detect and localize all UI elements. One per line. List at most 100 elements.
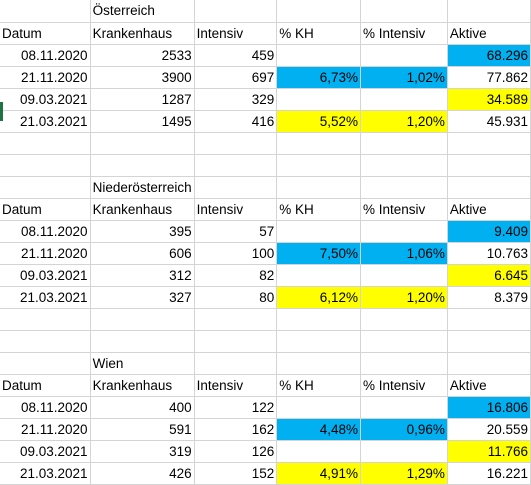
pct-hospital-cell[interactable] xyxy=(276,396,361,419)
cell[interactable] xyxy=(447,330,531,353)
pct-icu-cell[interactable]: 1,29% xyxy=(360,462,448,485)
active-cell[interactable]: 9.409 xyxy=(447,220,531,243)
cell[interactable] xyxy=(360,330,448,353)
icu-cell[interactable]: 57 xyxy=(194,220,278,243)
icu-cell[interactable]: 82 xyxy=(194,264,278,287)
icu-cell[interactable]: 329 xyxy=(194,88,278,111)
date-cell[interactable]: 21.03.2021 xyxy=(0,110,91,133)
pct-icu-cell[interactable]: 1,02% xyxy=(360,66,448,89)
icu-cell[interactable]: 100 xyxy=(194,242,278,265)
pct-icu-cell[interactable]: 1,20% xyxy=(360,110,448,133)
active-cell[interactable]: 11.766 xyxy=(447,440,531,463)
header-cell[interactable]: Aktive xyxy=(447,22,531,45)
date-cell[interactable]: 09.03.2021 xyxy=(0,440,91,463)
active-cell[interactable]: 16.221 xyxy=(447,462,531,485)
active-cell[interactable]: 20.559 xyxy=(447,418,531,441)
icu-cell[interactable]: 80 xyxy=(194,286,278,309)
header-cell[interactable]: % Intensiv xyxy=(360,374,448,397)
cell[interactable] xyxy=(276,330,361,353)
cell[interactable] xyxy=(0,154,91,177)
date-cell[interactable]: 21.11.2020 xyxy=(0,242,91,265)
pct-hospital-cell[interactable] xyxy=(276,44,361,67)
active-cell[interactable]: 6.645 xyxy=(447,264,531,287)
cell[interactable] xyxy=(276,308,361,331)
cell[interactable] xyxy=(276,0,361,23)
header-cell[interactable]: Intensiv xyxy=(194,374,278,397)
active-cell[interactable]: 8.379 xyxy=(447,286,531,309)
cell[interactable] xyxy=(194,352,278,375)
hospital-cell[interactable]: 400 xyxy=(90,396,195,419)
cell[interactable] xyxy=(360,176,448,199)
section-title[interactable]: Österreich xyxy=(90,0,195,23)
cell[interactable] xyxy=(194,0,278,23)
pct-hospital-cell[interactable]: 4,48% xyxy=(276,418,361,441)
cell[interactable] xyxy=(90,308,195,331)
pct-hospital-cell[interactable]: 6,73% xyxy=(276,66,361,89)
icu-cell[interactable]: 697 xyxy=(194,66,278,89)
hospital-cell[interactable]: 1287 xyxy=(90,88,195,111)
header-cell[interactable]: Aktive xyxy=(447,198,531,221)
pct-hospital-cell[interactable] xyxy=(276,88,361,111)
hospital-cell[interactable]: 3900 xyxy=(90,66,195,89)
hospital-cell[interactable]: 606 xyxy=(90,242,195,265)
hospital-cell[interactable]: 395 xyxy=(90,220,195,243)
date-cell[interactable]: 09.03.2021 xyxy=(0,88,91,111)
icu-cell[interactable]: 152 xyxy=(194,462,278,485)
header-cell[interactable]: % KH xyxy=(276,198,361,221)
pct-icu-cell[interactable] xyxy=(360,220,448,243)
hospital-cell[interactable]: 312 xyxy=(90,264,195,287)
cell[interactable] xyxy=(360,132,448,155)
cell[interactable] xyxy=(360,308,448,331)
cell[interactable] xyxy=(360,352,448,375)
cell[interactable] xyxy=(194,176,278,199)
header-cell[interactable]: Intensiv xyxy=(194,22,278,45)
cell[interactable] xyxy=(0,0,91,23)
cell[interactable] xyxy=(194,154,278,177)
section-title[interactable]: Wien xyxy=(90,352,195,375)
icu-cell[interactable]: 416 xyxy=(194,110,278,133)
header-cell[interactable]: Aktive xyxy=(447,374,531,397)
active-cell[interactable]: 77.862 xyxy=(447,66,531,89)
header-cell[interactable]: Krankenhaus xyxy=(90,374,195,397)
header-cell[interactable]: Krankenhaus xyxy=(90,198,195,221)
pct-hospital-cell[interactable] xyxy=(276,264,361,287)
date-cell[interactable]: 09.03.2021 xyxy=(0,264,91,287)
pct-icu-cell[interactable] xyxy=(360,88,448,111)
pct-hospital-cell[interactable] xyxy=(276,440,361,463)
cell[interactable] xyxy=(360,0,448,23)
cell[interactable] xyxy=(90,154,195,177)
pct-hospital-cell[interactable]: 7,50% xyxy=(276,242,361,265)
hospital-cell[interactable]: 327 xyxy=(90,286,195,309)
hospital-cell[interactable]: 1495 xyxy=(90,110,195,133)
pct-icu-cell[interactable]: 0,96% xyxy=(360,418,448,441)
cell[interactable] xyxy=(276,132,361,155)
cell[interactable] xyxy=(0,330,91,353)
cell[interactable] xyxy=(90,132,195,155)
header-cell[interactable]: Datum xyxy=(0,198,91,221)
pct-icu-cell[interactable] xyxy=(360,44,448,67)
pct-icu-cell[interactable] xyxy=(360,264,448,287)
cell[interactable] xyxy=(0,132,91,155)
pct-hospital-cell[interactable]: 6,12% xyxy=(276,286,361,309)
header-cell[interactable]: Datum xyxy=(0,22,91,45)
header-cell[interactable]: Intensiv xyxy=(194,198,278,221)
hospital-cell[interactable]: 426 xyxy=(90,462,195,485)
cell[interactable] xyxy=(447,154,531,177)
pct-icu-cell[interactable] xyxy=(360,440,448,463)
section-title[interactable]: Niederösterreich xyxy=(90,176,195,199)
date-cell[interactable]: 08.11.2020 xyxy=(0,220,91,243)
active-cell[interactable]: 68.296 xyxy=(447,44,531,67)
pct-hospital-cell[interactable]: 4,91% xyxy=(276,462,361,485)
cell[interactable] xyxy=(360,154,448,177)
cell[interactable] xyxy=(447,132,531,155)
cell[interactable] xyxy=(90,330,195,353)
active-cell[interactable]: 16.806 xyxy=(447,396,531,419)
icu-cell[interactable]: 122 xyxy=(194,396,278,419)
cell[interactable] xyxy=(447,0,531,23)
date-cell[interactable]: 21.03.2021 xyxy=(0,462,91,485)
cell[interactable] xyxy=(0,352,91,375)
cell[interactable] xyxy=(276,352,361,375)
active-cell[interactable]: 10.763 xyxy=(447,242,531,265)
date-cell[interactable]: 08.11.2020 xyxy=(0,396,91,419)
hospital-cell[interactable]: 2533 xyxy=(90,44,195,67)
